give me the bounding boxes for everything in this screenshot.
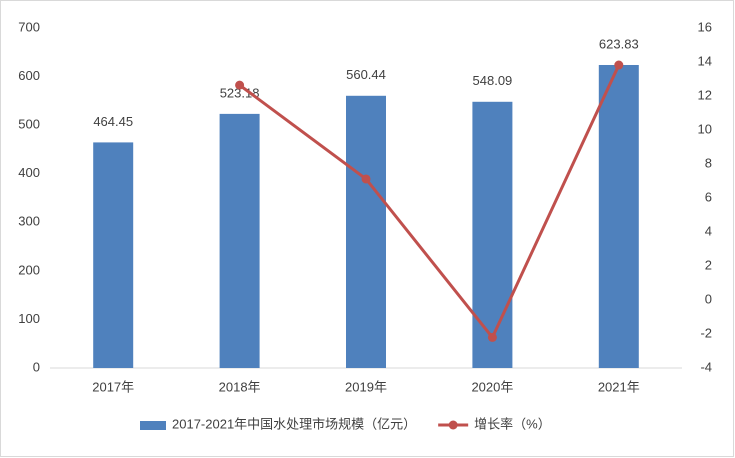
line-marker bbox=[614, 60, 624, 70]
bar bbox=[346, 95, 386, 368]
y-tick-label: 500 bbox=[18, 117, 40, 132]
bar bbox=[598, 64, 639, 368]
y-tick-label: 200 bbox=[18, 262, 40, 277]
y2-tick-label: 14 bbox=[698, 53, 712, 68]
y-tick-label: 400 bbox=[18, 165, 40, 180]
x-tick-label: 2020年 bbox=[471, 379, 513, 394]
y2-tick-label: 12 bbox=[698, 87, 712, 102]
y2-tick-label: 8 bbox=[705, 155, 712, 170]
legend-label: 2017-2021年中国水处理市场规模（亿元） bbox=[172, 416, 416, 431]
bar bbox=[93, 142, 134, 368]
data-label: 548.09 bbox=[473, 73, 513, 88]
x-tick-label: 2017年 bbox=[92, 379, 134, 394]
y2-tick-label: 2 bbox=[705, 257, 712, 272]
legend-swatch bbox=[140, 421, 166, 430]
data-label: 464.45 bbox=[93, 114, 133, 129]
y2-tick-label: 10 bbox=[698, 121, 712, 136]
x-tick-label: 2021年 bbox=[598, 379, 640, 394]
y-tick-label: 700 bbox=[18, 19, 40, 34]
line-marker bbox=[487, 332, 497, 342]
y-tick-label: 300 bbox=[18, 214, 40, 229]
data-label: 523.18 bbox=[220, 85, 260, 100]
x-tick-label: 2018年 bbox=[219, 379, 261, 394]
line bbox=[238, 64, 621, 341]
y2-tick-label: 16 bbox=[698, 19, 712, 34]
bar bbox=[219, 113, 260, 368]
data-label: 560.44 bbox=[346, 67, 386, 82]
y2-tick-label: -4 bbox=[700, 359, 712, 374]
line-marker bbox=[235, 80, 245, 90]
legend-marker bbox=[448, 420, 458, 430]
x-tick-label: 2019年 bbox=[345, 379, 387, 394]
legend-label: 增长率（%） bbox=[474, 416, 551, 431]
y2-tick-label: 6 bbox=[705, 189, 712, 204]
bar bbox=[472, 101, 513, 369]
y-tick-label: 600 bbox=[18, 68, 40, 83]
data-label: 623.83 bbox=[599, 36, 639, 51]
y2-tick-label: -2 bbox=[700, 325, 712, 340]
line-marker bbox=[361, 174, 371, 184]
y2-tick-label: 0 bbox=[705, 291, 712, 306]
y2-tick-label: 4 bbox=[705, 223, 712, 238]
y-tick-label: 100 bbox=[18, 311, 40, 326]
y-tick-label: 0 bbox=[33, 359, 40, 374]
